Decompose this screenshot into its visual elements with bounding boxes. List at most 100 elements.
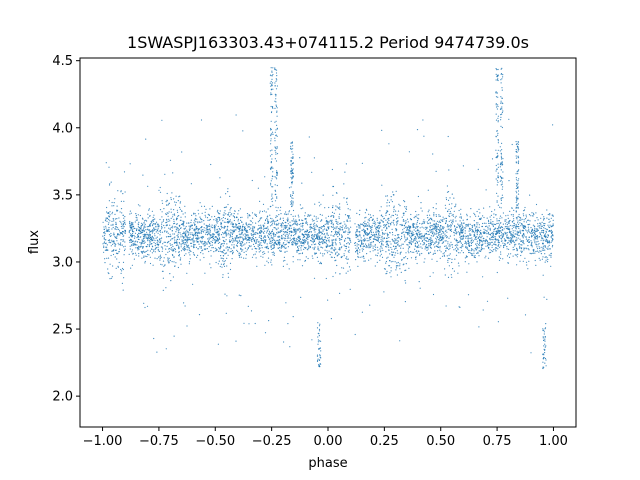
data-point	[355, 259, 357, 261]
data-point	[144, 260, 146, 263]
data-point	[380, 253, 382, 255]
data-point	[111, 220, 113, 222]
data-point	[291, 224, 294, 226]
data-point	[255, 214, 257, 216]
data-point	[471, 226, 473, 229]
data-point	[510, 234, 512, 236]
data-point	[514, 230, 516, 232]
data-point	[178, 245, 180, 247]
data-point	[252, 233, 254, 235]
data-point	[465, 241, 467, 243]
data-point	[215, 218, 217, 220]
data-point	[167, 232, 169, 234]
data-point	[453, 210, 455, 212]
data-point	[332, 205, 334, 207]
data-point	[502, 212, 504, 214]
data-point	[541, 221, 543, 223]
data-point	[347, 250, 349, 252]
data-point	[436, 227, 438, 229]
data-point	[449, 197, 451, 199]
data-point	[449, 229, 451, 231]
data-point	[138, 227, 140, 229]
data-point	[330, 251, 332, 253]
data-point	[321, 226, 323, 228]
data-point	[414, 239, 416, 241]
data-point	[409, 242, 411, 244]
data-point	[461, 250, 463, 252]
data-point	[141, 252, 143, 254]
data-point	[543, 296, 545, 298]
data-point	[379, 222, 381, 224]
data-point	[109, 278, 111, 280]
data-point	[369, 238, 371, 240]
data-point	[333, 216, 335, 218]
data-point	[196, 241, 198, 243]
data-point	[143, 230, 145, 233]
data-point	[315, 252, 317, 254]
data-point	[514, 245, 516, 247]
data-point	[385, 246, 387, 248]
data-point	[506, 235, 508, 237]
data-point	[366, 237, 368, 239]
data-point	[114, 245, 116, 247]
data-point	[152, 231, 154, 233]
data-point	[261, 217, 263, 219]
data-point	[295, 223, 297, 225]
data-point	[429, 240, 432, 242]
data-point	[183, 228, 185, 230]
data-point	[540, 227, 542, 229]
data-point	[179, 243, 181, 245]
data-point	[361, 162, 363, 164]
data-point	[153, 241, 155, 244]
data-point	[424, 248, 426, 250]
data-point	[275, 220, 277, 222]
data-point	[267, 248, 269, 250]
data-point	[445, 247, 447, 250]
data-point	[423, 237, 425, 239]
data-point	[194, 219, 196, 221]
data-point	[349, 288, 351, 290]
data-point	[335, 244, 337, 246]
data-point	[231, 233, 233, 236]
data-point	[346, 237, 349, 239]
data-point	[122, 289, 124, 291]
data-point	[464, 261, 466, 263]
data-point	[270, 235, 272, 237]
data-point	[378, 241, 381, 244]
data-point	[436, 220, 438, 222]
data-point	[459, 246, 461, 249]
data-point	[442, 235, 444, 237]
data-point	[239, 244, 242, 246]
data-point	[300, 208, 302, 210]
data-point	[143, 222, 145, 224]
data-point	[146, 226, 148, 228]
data-point	[399, 205, 401, 207]
data-point	[316, 220, 318, 222]
data-point	[260, 255, 262, 257]
data-point	[372, 234, 374, 236]
data-point	[537, 223, 539, 225]
data-point	[348, 249, 350, 251]
data-point	[314, 222, 316, 224]
data-point	[166, 204, 168, 206]
data-point	[418, 218, 420, 220]
data-point	[223, 236, 225, 239]
data-point	[296, 223, 299, 225]
data-point	[413, 229, 415, 231]
data-point	[397, 261, 399, 264]
data-point	[364, 239, 366, 242]
data-point	[421, 234, 423, 237]
data-point	[312, 247, 314, 249]
data-point	[301, 252, 303, 255]
data-point	[386, 202, 388, 204]
data-point	[514, 226, 517, 228]
data-point	[444, 274, 446, 276]
data-point	[346, 262, 348, 264]
data-point	[111, 241, 113, 243]
data-point	[138, 221, 140, 223]
data-point	[335, 221, 338, 223]
data-point	[198, 314, 201, 316]
data-point	[439, 227, 441, 229]
data-point	[320, 203, 322, 205]
